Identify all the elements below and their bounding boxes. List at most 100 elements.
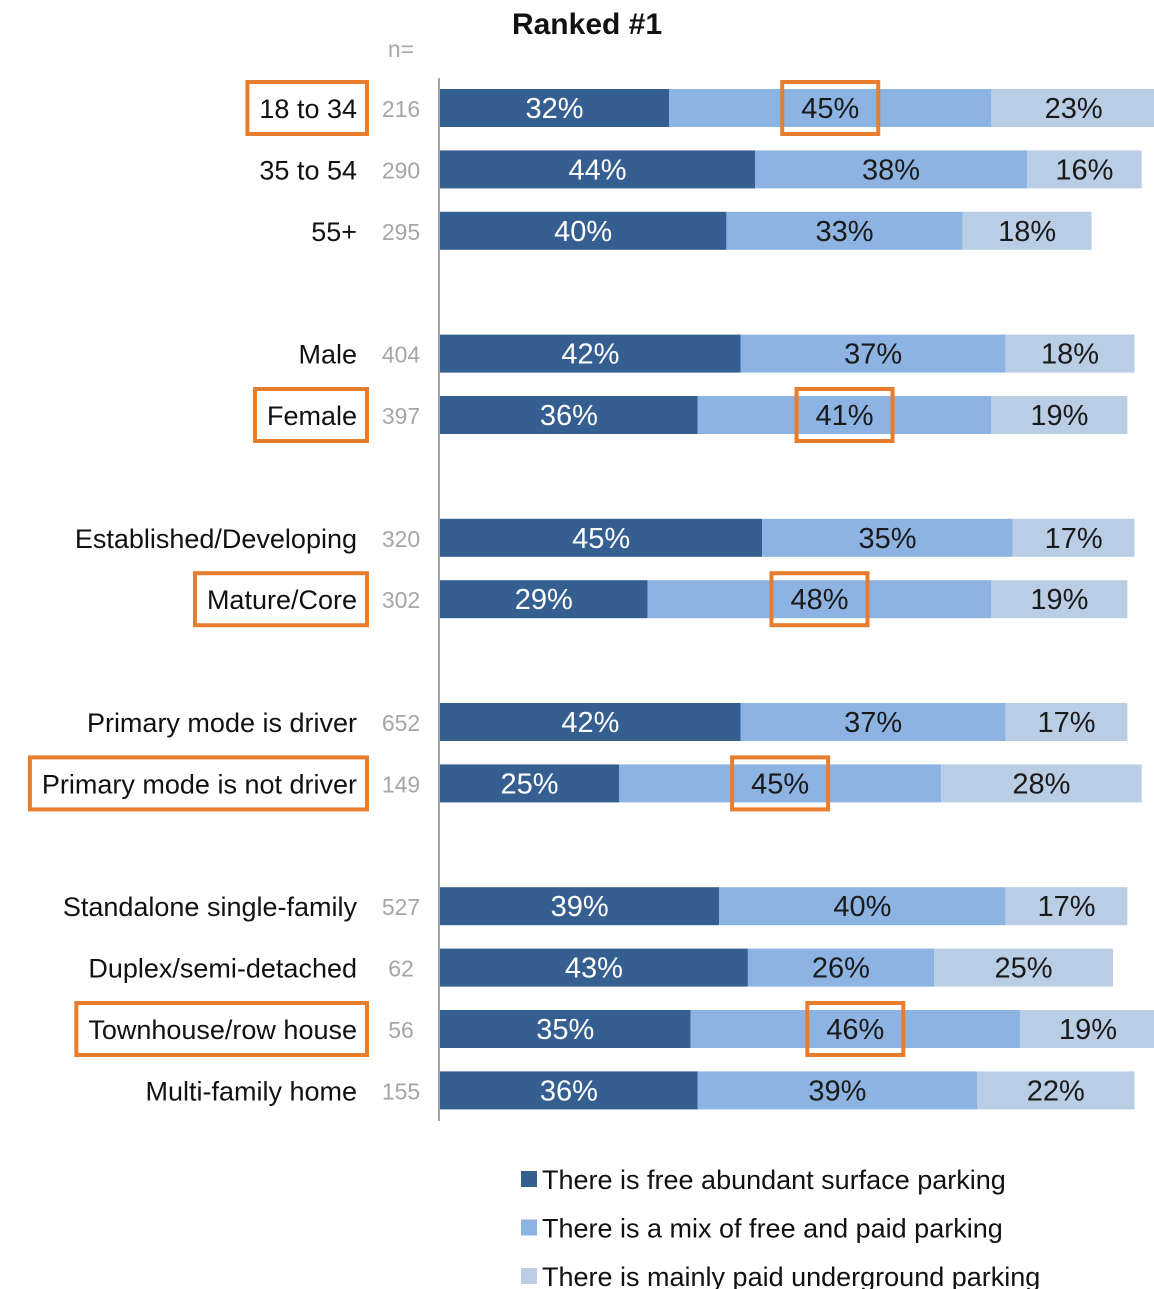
bar-segment <box>1027 150 1142 189</box>
data-label: 19% <box>1059 1014 1117 1046</box>
legend-label: There is a mix of free and paid parking <box>542 1214 1003 1244</box>
bar-segment <box>697 1071 977 1110</box>
category-label: 55+ <box>311 217 357 247</box>
bar-segment <box>440 150 756 189</box>
data-label: 41% <box>816 400 874 432</box>
bar-segment <box>1005 334 1135 373</box>
category-label: Established/Developing <box>75 524 357 554</box>
legend-label: There is free abundant surface parking <box>542 1165 1006 1195</box>
bar-segment <box>697 396 992 434</box>
data-label: 33% <box>816 216 874 248</box>
data-label: 42% <box>561 339 619 371</box>
bar-segment <box>1019 1010 1154 1048</box>
data-label: 22% <box>1027 1075 1085 1107</box>
data-label: 25% <box>500 768 558 800</box>
data-label: 42% <box>561 707 619 739</box>
bar-segment <box>440 396 698 434</box>
data-label: 36% <box>540 1075 598 1107</box>
legend-swatch <box>521 1171 537 1187</box>
category-label: Primary mode is not driver <box>42 769 357 799</box>
data-label: 35% <box>536 1014 594 1046</box>
bar-segment <box>762 518 1013 557</box>
data-label: 25% <box>995 953 1053 985</box>
n-value: 404 <box>382 342 421 368</box>
n-value: 527 <box>382 894 420 920</box>
data-label: 40% <box>833 891 891 923</box>
highlight-box <box>769 571 870 628</box>
n-value: 216 <box>382 96 420 122</box>
n-value: 62 <box>388 956 414 982</box>
category-label: 35 to 54 <box>259 155 357 185</box>
data-label: 46% <box>826 1014 884 1046</box>
bar-segment <box>440 703 741 741</box>
legend: There is free abundant surface parking Th… <box>521 1165 1040 1289</box>
bar-segment <box>440 887 720 926</box>
highlight-box <box>245 80 369 136</box>
bar-segment <box>440 211 727 250</box>
bar-segment <box>669 89 992 127</box>
data-label: 18% <box>1041 339 1099 371</box>
category-label: Townhouse/row house <box>88 1015 357 1045</box>
n-value: 149 <box>382 771 420 797</box>
bar-segment <box>440 1071 698 1110</box>
data-label: 28% <box>1012 768 1070 800</box>
highlight-box <box>74 1001 369 1057</box>
data-label: 39% <box>808 1075 866 1107</box>
data-label: 32% <box>526 93 584 125</box>
highlight-box <box>192 571 369 628</box>
category-label: Duplex/semi-detached <box>88 954 357 984</box>
bar-segment <box>690 1010 1020 1048</box>
data-label: 37% <box>844 707 902 739</box>
data-label: 45% <box>751 768 809 800</box>
bar-segment <box>647 580 992 619</box>
bar-segment <box>991 396 1128 434</box>
category-label: Primary mode is driver <box>87 708 357 738</box>
bar-segment <box>977 1071 1135 1110</box>
data-label: 18% <box>998 216 1056 248</box>
highlight-box <box>730 755 831 812</box>
category-label: 18 to 34 <box>259 94 357 124</box>
data-label: 44% <box>568 154 626 186</box>
data-label: 29% <box>515 584 573 616</box>
legend-swatch <box>521 1219 537 1236</box>
data-label: 37% <box>844 339 902 371</box>
data-label: 17% <box>1037 707 1095 739</box>
bar-segment <box>1005 703 1128 741</box>
data-label: 17% <box>1037 891 1095 923</box>
category-label: Male <box>298 340 357 370</box>
highlight-box <box>27 755 370 812</box>
bar-segment <box>991 580 1128 619</box>
bar-segment <box>941 764 1142 803</box>
data-label: 40% <box>554 216 612 248</box>
bars-layer: 18 to 34 216 32% 45% 23% 35 to 54 290 44% 38% 16%… <box>27 80 1154 1110</box>
bar-segment <box>755 150 1028 189</box>
bar-segment <box>740 334 1006 373</box>
n-value: 320 <box>382 526 420 552</box>
n-value: 302 <box>382 587 420 613</box>
bar-segment <box>962 211 1092 250</box>
n-value: 290 <box>382 157 420 183</box>
bar-segment <box>1005 887 1128 926</box>
bar-segment <box>740 703 1006 741</box>
highlight-box <box>805 1001 906 1057</box>
bar-segment <box>1012 518 1135 557</box>
data-label: 23% <box>1045 93 1103 125</box>
legend-label: There is mainly paid underground parking <box>542 1262 1040 1289</box>
bar-segment <box>440 334 741 373</box>
data-label: 38% <box>862 154 920 186</box>
data-label: 35% <box>858 523 916 555</box>
data-label: 39% <box>551 891 609 923</box>
bar-segment <box>440 89 670 127</box>
category-label: Standalone single-family <box>63 892 358 922</box>
bar-segment <box>440 764 619 803</box>
n-value: 397 <box>382 403 420 429</box>
n-value: 56 <box>388 1017 414 1043</box>
highlight-box <box>794 387 895 443</box>
category-label: Female <box>267 401 357 431</box>
bar-segment <box>747 948 935 987</box>
data-label: 19% <box>1030 584 1088 616</box>
category-label: Multi-family home <box>145 1076 357 1106</box>
bar-segment <box>726 211 963 250</box>
bar-segment <box>719 887 1006 926</box>
